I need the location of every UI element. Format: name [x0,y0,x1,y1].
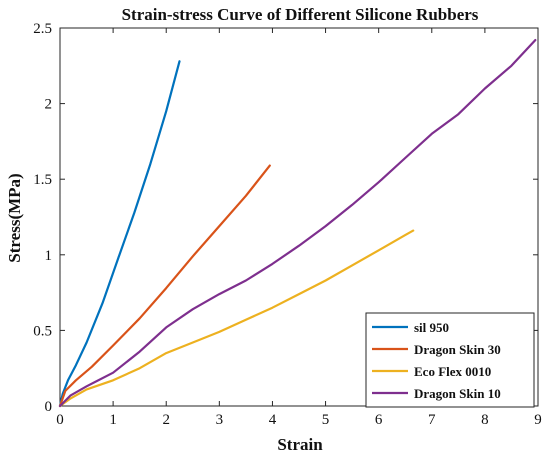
legend-box [365,312,535,408]
y-axis-title: Stress(MPa) [5,173,24,262]
y-tick-label: 1.5 [33,172,52,188]
legend-label-4: Dragon Skin 10 [414,386,501,401]
x-tick-label: 1 [109,412,117,428]
legend-label-2: Dragon Skin 30 [414,342,501,357]
x-axis-title: Strain [277,435,323,454]
series-line-3 [58,229,415,408]
x-tick-label: 9 [534,412,542,428]
x-tick-label: 6 [375,412,383,428]
y-tick-label: 2 [45,97,53,113]
legend-label-1: sil 950 [414,320,449,335]
y-tick-label: 0 [45,399,53,415]
y-tick-label: 0.5 [33,323,52,339]
series-line-4 [58,38,537,408]
x-tick-label: 8 [481,412,489,428]
y-tick-label: 1 [45,248,53,264]
x-tick-label: 5 [322,412,330,428]
plot-frame [59,27,539,407]
x-tick-label: 4 [269,412,277,428]
series-line-1 [58,60,181,408]
x-tick-label: 0 [56,412,64,428]
series-layer [58,38,537,408]
series-line-2 [58,164,271,408]
chart-title: Strain-stress Curve of Different Silicon… [122,5,479,24]
x-tick-label: 3 [216,412,224,428]
x-tick-label: 7 [428,412,436,428]
x-tick-label: 2 [162,412,170,428]
axes: 0 1 2 3 4 5 6 7 8 9 0 0.5 1 1.5 2 2.5 [33,21,542,428]
y-tick-label: 2.5 [33,21,52,37]
legend: sil 950 Dragon Skin 30 Eco Flex 0010 Dragon… [365,312,535,408]
legend-label-3: Eco Flex 0010 [414,364,491,379]
